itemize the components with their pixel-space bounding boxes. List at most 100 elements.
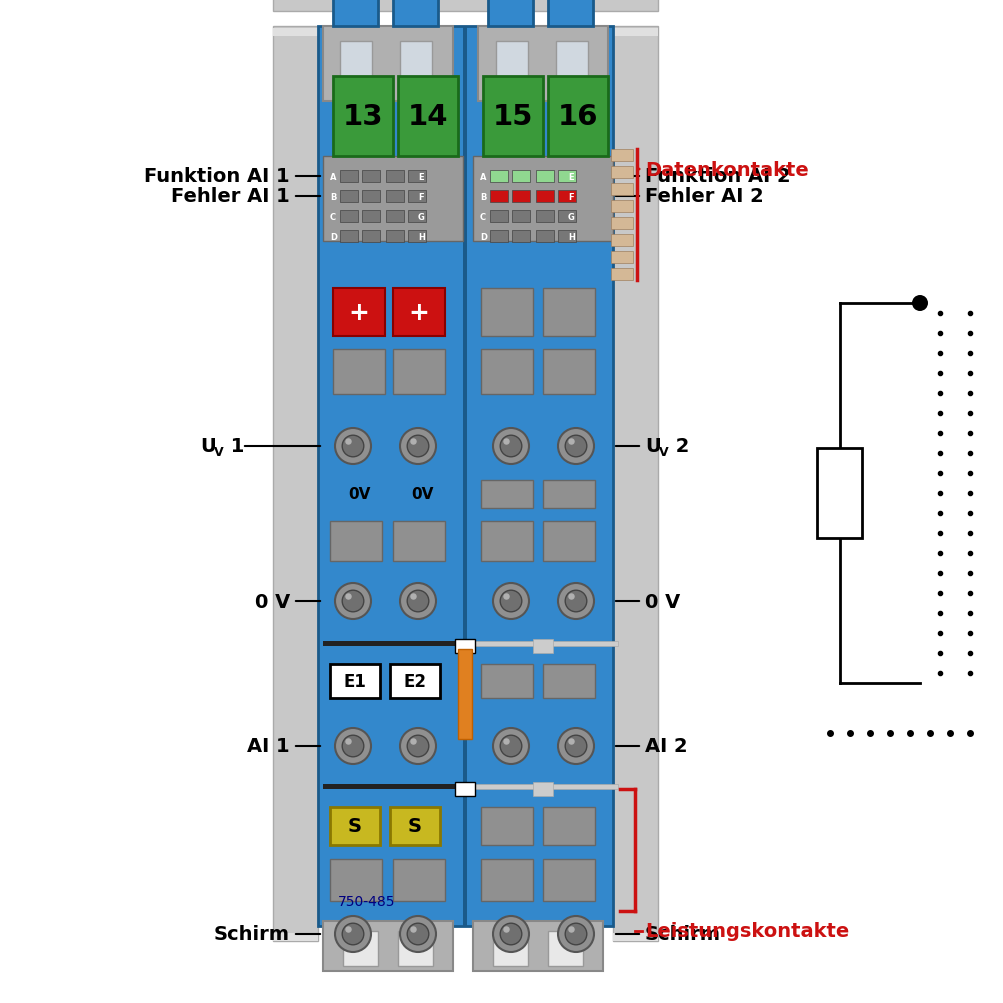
Text: D: D: [330, 233, 337, 242]
Bar: [611, 184, 632, 196]
Bar: [362, 211, 379, 223]
Text: S: S: [348, 816, 362, 835]
Bar: [611, 149, 632, 161]
Bar: [273, 27, 318, 941]
Circle shape: [492, 916, 529, 952]
Circle shape: [335, 728, 371, 764]
Bar: [480, 350, 533, 394]
Text: H: H: [568, 233, 575, 242]
Bar: [340, 191, 358, 203]
Bar: [611, 218, 632, 230]
Bar: [543, 860, 595, 901]
Text: 2: 2: [668, 437, 689, 456]
Bar: [407, 231, 425, 243]
Bar: [536, 191, 554, 203]
Circle shape: [342, 591, 363, 612]
Bar: [543, 350, 595, 394]
Text: F: F: [417, 193, 423, 202]
Text: S: S: [407, 816, 421, 835]
Circle shape: [568, 738, 574, 745]
Bar: [536, 211, 554, 223]
Circle shape: [558, 428, 594, 464]
Bar: [558, 191, 576, 203]
Circle shape: [342, 435, 363, 457]
Bar: [362, 171, 379, 183]
Bar: [611, 252, 632, 264]
Bar: [489, 211, 508, 223]
Bar: [477, 27, 608, 102]
Circle shape: [399, 916, 435, 952]
Circle shape: [565, 924, 586, 945]
Bar: [340, 231, 358, 243]
Circle shape: [558, 584, 594, 620]
Bar: [385, 231, 403, 243]
Bar: [482, 77, 543, 156]
Circle shape: [410, 927, 416, 933]
Text: V: V: [658, 445, 668, 458]
Bar: [543, 522, 595, 562]
Bar: [533, 782, 553, 796]
Text: 0 V: 0 V: [255, 592, 290, 611]
Text: E: E: [417, 173, 423, 182]
Circle shape: [335, 584, 371, 620]
Bar: [397, 931, 432, 966]
Bar: [323, 641, 467, 646]
Circle shape: [407, 591, 428, 612]
Bar: [343, 931, 377, 966]
Bar: [480, 289, 533, 337]
Bar: [613, 933, 657, 941]
Bar: [462, 27, 466, 926]
Circle shape: [503, 738, 510, 745]
Text: E2: E2: [403, 672, 426, 690]
Bar: [330, 860, 381, 901]
Circle shape: [342, 924, 363, 945]
Bar: [472, 921, 603, 971]
Text: E: E: [568, 173, 573, 182]
Circle shape: [565, 735, 586, 757]
Bar: [454, 782, 474, 796]
Text: A: A: [479, 173, 486, 182]
Bar: [340, 171, 358, 183]
Bar: [333, 0, 377, 27]
Text: +: +: [408, 301, 429, 325]
Bar: [330, 522, 381, 562]
Bar: [340, 42, 372, 92]
Bar: [362, 231, 379, 243]
Bar: [611, 269, 632, 281]
Bar: [495, 42, 528, 92]
Bar: [492, 931, 528, 966]
Text: H: H: [417, 233, 424, 242]
Bar: [512, 191, 530, 203]
Bar: [318, 27, 613, 926]
Text: 0V: 0V: [410, 487, 432, 502]
Bar: [536, 231, 554, 243]
Text: 0V: 0V: [347, 487, 370, 502]
Circle shape: [410, 738, 416, 745]
Text: C: C: [330, 213, 336, 222]
Bar: [536, 171, 554, 183]
Bar: [611, 235, 632, 247]
Text: G: G: [568, 213, 575, 222]
Circle shape: [345, 738, 351, 745]
Circle shape: [911, 296, 927, 312]
Bar: [472, 784, 618, 789]
Circle shape: [503, 927, 510, 933]
Circle shape: [558, 728, 594, 764]
Bar: [480, 860, 533, 901]
Circle shape: [499, 435, 522, 457]
Circle shape: [499, 591, 522, 612]
Text: Fehler AI 2: Fehler AI 2: [644, 188, 763, 207]
Bar: [533, 639, 553, 653]
Text: Fehler AI 1: Fehler AI 1: [172, 188, 290, 207]
Bar: [480, 480, 533, 509]
Text: 1: 1: [224, 437, 244, 456]
Circle shape: [345, 439, 351, 445]
Text: 13: 13: [342, 103, 383, 130]
Bar: [333, 289, 384, 337]
Text: Schirm: Schirm: [214, 925, 290, 944]
Bar: [613, 27, 657, 941]
Bar: [548, 931, 583, 966]
Bar: [611, 166, 632, 179]
Circle shape: [345, 594, 351, 600]
Circle shape: [568, 594, 574, 600]
